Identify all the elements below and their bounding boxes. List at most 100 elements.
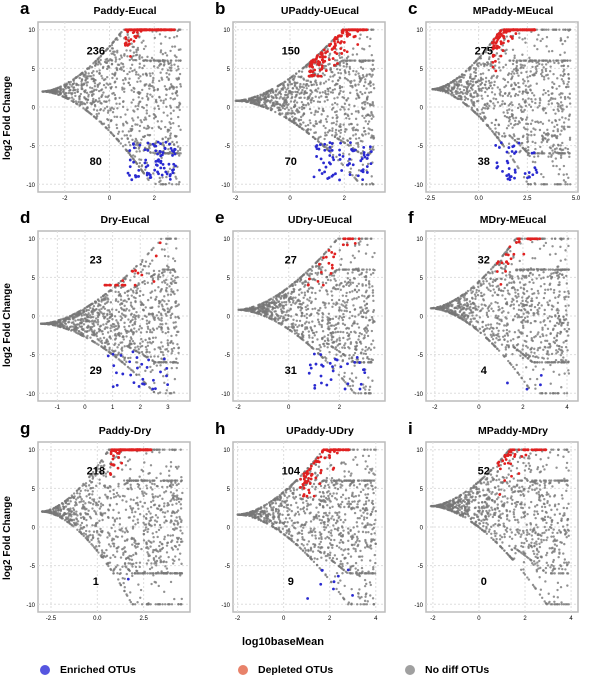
point-nodiff: [166, 69, 170, 72]
point-nodiff: [240, 99, 243, 102]
point-nodiff: [158, 126, 161, 129]
point-nodiff: [563, 39, 567, 43]
point-nodiff: [163, 60, 166, 64]
point-nodiff: [333, 97, 336, 100]
point-depleted: [141, 28, 145, 32]
point-nodiff: [459, 80, 463, 84]
point-nodiff: [339, 125, 342, 128]
point-nodiff: [524, 88, 528, 91]
point-nodiff: [286, 87, 290, 90]
point-nodiff: [304, 124, 307, 128]
point-nodiff: [101, 77, 104, 80]
point-nodiff: [155, 295, 158, 299]
point-nodiff: [563, 51, 566, 54]
point-nodiff: [128, 144, 132, 147]
point-nodiff: [329, 75, 332, 78]
point-nodiff: [354, 110, 358, 113]
point-nodiff: [505, 115, 509, 119]
point-nodiff: [174, 91, 177, 95]
point-nodiff: [98, 100, 101, 103]
point-nodiff: [134, 299, 137, 303]
point-nodiff: [115, 319, 118, 322]
point-nodiff: [566, 36, 569, 39]
point-nodiff: [254, 95, 257, 99]
point-nodiff: [512, 133, 516, 136]
point-nodiff: [154, 336, 157, 339]
point-nodiff: [76, 103, 79, 106]
point-enriched: [157, 158, 160, 161]
point-nodiff: [540, 74, 544, 78]
point-nodiff: [143, 118, 146, 121]
point-nodiff: [132, 307, 136, 310]
point-nodiff: [345, 65, 348, 68]
point-enriched: [159, 166, 163, 170]
point-nodiff: [365, 73, 369, 76]
point-nodiff: [499, 104, 502, 108]
point-depleted: [364, 28, 368, 32]
point-nodiff: [250, 101, 254, 104]
point-nodiff: [158, 96, 161, 99]
point-nodiff: [144, 369, 147, 373]
point-nodiff: [335, 82, 338, 85]
point-nodiff: [559, 133, 562, 136]
point-nodiff: [107, 128, 110, 132]
point-nodiff: [484, 49, 487, 52]
point-nodiff: [123, 52, 126, 56]
point-nodiff: [300, 85, 304, 88]
point-nodiff: [295, 87, 299, 90]
point-nodiff: [145, 95, 149, 98]
point-nodiff: [493, 83, 496, 87]
point-nodiff: [121, 341, 124, 344]
point-enriched: [505, 159, 509, 163]
point-nodiff: [495, 52, 499, 55]
point-nodiff: [92, 89, 95, 93]
point-nodiff: [526, 91, 530, 95]
point-nodiff: [547, 119, 551, 122]
point-depleted: [491, 47, 495, 51]
point-nodiff: [142, 126, 146, 129]
point-nodiff: [540, 28, 543, 31]
point-nodiff: [142, 59, 145, 62]
point-nodiff: [533, 133, 536, 137]
point-nodiff: [167, 299, 170, 303]
point-nodiff: [528, 154, 531, 158]
point-nodiff: [264, 97, 267, 100]
point-nodiff: [117, 343, 121, 346]
point-enriched: [318, 168, 321, 172]
point-nodiff: [296, 91, 299, 94]
point-nodiff: [527, 152, 531, 155]
point-nodiff: [115, 67, 119, 71]
point-nodiff: [141, 135, 145, 138]
point-nodiff: [261, 105, 264, 108]
point-nodiff: [151, 359, 154, 362]
point-nodiff: [132, 315, 135, 319]
point-nodiff: [568, 136, 572, 140]
point-enriched: [361, 178, 365, 182]
point-nodiff: [159, 289, 163, 292]
point-nodiff: [552, 129, 555, 133]
point-nodiff: [165, 54, 169, 57]
point-nodiff: [283, 86, 287, 89]
point-nodiff: [527, 145, 530, 149]
point-nodiff: [467, 84, 471, 87]
point-nodiff: [357, 150, 360, 154]
point-nodiff: [109, 329, 113, 333]
point-depleted: [491, 65, 495, 69]
point-nodiff: [536, 64, 539, 68]
point-nodiff: [515, 67, 518, 70]
point-nodiff: [158, 361, 162, 364]
point-nodiff: [352, 129, 355, 132]
point-nodiff: [372, 104, 375, 107]
y-tick-label: -10: [26, 183, 35, 189]
point-nodiff: [289, 83, 292, 86]
point-nodiff: [168, 310, 171, 313]
point-nodiff: [331, 153, 335, 157]
point-nodiff: [149, 296, 153, 299]
point-depleted: [311, 58, 315, 62]
point-nodiff: [132, 296, 136, 299]
point-nodiff: [78, 76, 81, 80]
point-nodiff: [117, 281, 120, 285]
point-nodiff: [135, 70, 138, 74]
point-nodiff: [549, 60, 552, 63]
point-nodiff: [480, 94, 483, 97]
